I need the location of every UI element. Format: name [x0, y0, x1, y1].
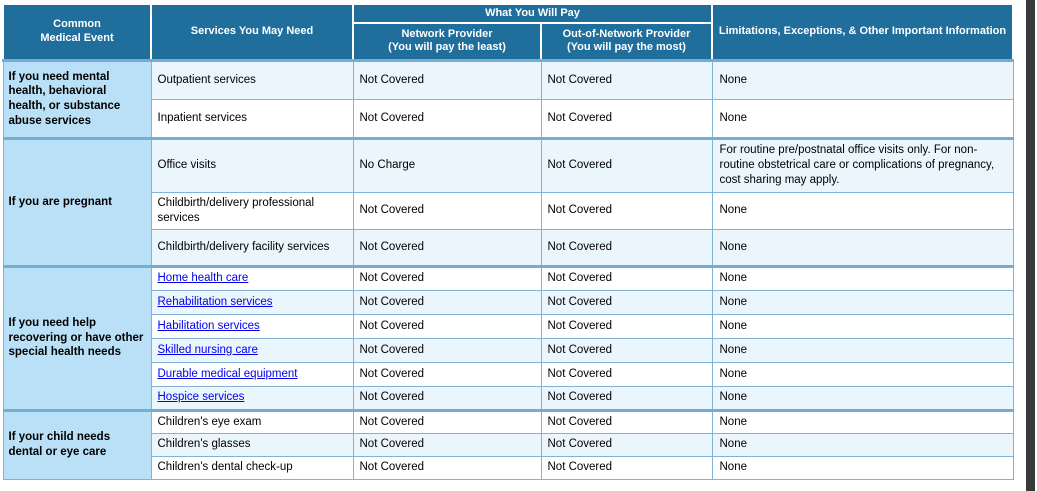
service-label: Children's glasses [150, 432, 354, 457]
out-of-network-cost: Not Covered [540, 98, 713, 139]
network-provider-cost: Not Covered [352, 361, 542, 387]
out-of-network-cost: Not Covered [540, 409, 713, 434]
medical-event-label: If your child needs dental or eye care [2, 409, 152, 480]
service-link[interactable]: Home health care [157, 272, 249, 285]
service-label: Children's eye exam [150, 409, 354, 434]
table-header: Common Medical Event Services You May Ne… [2, 3, 1014, 61]
service-link[interactable]: Habilitation services [157, 319, 260, 332]
out-of-network-cost: Not Covered [540, 455, 713, 480]
out-of-network-cost: Not Covered [540, 432, 713, 457]
table-row: Skilled nursing care Not Covered Not Cover… [3, 337, 1014, 363]
out-of-network-cost: Not Covered [540, 191, 713, 230]
limitations-text: None [711, 361, 1014, 387]
table-row: Childbirth/delivery professional service… [3, 191, 1014, 230]
table-row: Habilitation services Not Covered Not Cove… [3, 313, 1014, 339]
network-provider-cost: Not Covered [352, 98, 542, 139]
limitations-text: None [711, 385, 1014, 411]
network-provider-cost: Not Covered [352, 265, 542, 291]
limitations-text: None [711, 432, 1014, 457]
limitations-text: For routine pre/postnatal office visits … [711, 137, 1014, 193]
service-link[interactable]: Rehabilitation services [157, 295, 273, 308]
header-services-you-may-need: Services You May Need [150, 3, 354, 61]
table-row: If your child needs dental or eye care Ch… [2, 409, 1014, 480]
service-label: Outpatient services [150, 59, 354, 100]
table-row: Rehabilitation services Not Covered Not Co… [3, 289, 1014, 315]
limitations-text: None [711, 289, 1014, 315]
network-provider-cost: Not Covered [352, 455, 542, 480]
network-provider-cost: Not Covered [352, 289, 542, 315]
network-provider-cost: Not Covered [352, 191, 542, 230]
limitations-text: None [711, 59, 1014, 100]
network-provider-cost: Not Covered [352, 313, 542, 339]
benefits-table: Common Medical Event Services You May Ne… [2, 3, 1014, 480]
table-row: Childbirth/delivery facility services Not… [3, 228, 1014, 267]
service-label: Office visits [150, 137, 354, 193]
limitations-text: None [711, 191, 1014, 230]
service-cell: Skilled nursing care [150, 337, 354, 363]
network-provider-cost: Not Covered [352, 432, 542, 457]
section-child-dental-eye: If your child needs dental or eye care Ch… [2, 409, 1014, 480]
table-row: Durable medical equipment Not Covered Not … [3, 361, 1014, 387]
network-provider-cost: Not Covered [352, 337, 542, 363]
service-cell: Hospice services [150, 385, 354, 411]
out-of-network-cost: Not Covered [540, 59, 713, 100]
out-of-network-cost: Not Covered [540, 265, 713, 291]
limitations-text: None [711, 313, 1014, 339]
header-what-you-will-pay: What You Will Pay [352, 3, 713, 24]
network-provider-cost: No Charge [352, 137, 542, 193]
header-common-medical-event: Common Medical Event [2, 3, 152, 61]
table-row: Inpatient services Not Covered Not Covered… [3, 98, 1014, 139]
network-provider-cost: Not Covered [352, 59, 542, 100]
service-link[interactable]: Durable medical equipment [157, 367, 298, 380]
header-row-sub: Network Provider (You will pay the least… [3, 22, 1013, 61]
viewer-edge-bar [1026, 0, 1035, 491]
service-cell: Habilitation services [150, 313, 354, 339]
limitations-text: None [711, 337, 1014, 363]
table-row: If you need mental health, behavioral he… [2, 59, 1014, 139]
service-label: Inpatient services [150, 98, 354, 139]
limitations-text: None [711, 98, 1014, 139]
section-mental-health: If you need mental health, behavioral he… [2, 59, 1014, 139]
limitations-text: None [711, 228, 1014, 267]
service-link[interactable]: Hospice services [157, 391, 245, 404]
limitations-text: None [711, 455, 1014, 480]
service-cell: Rehabilitation services [150, 289, 354, 315]
out-of-network-cost: Not Covered [540, 137, 713, 193]
table-row: Children's dental check-up Not Covered Not… [3, 455, 1014, 480]
limitations-text: None [711, 409, 1014, 434]
header-row-group: Common Medical Event Services You May Ne… [2, 3, 1014, 61]
section-recovery: If you need help recovering or have othe… [2, 265, 1014, 411]
limitations-text: None [711, 265, 1014, 291]
out-of-network-cost: Not Covered [540, 228, 713, 267]
table-row: Children's glasses Not Covered Not Covered… [3, 432, 1014, 457]
header-limitations-exceptions: Limitations, Exceptions, & Other Importa… [711, 3, 1014, 61]
network-provider-cost: Not Covered [352, 409, 542, 434]
header-network-provider: Network Provider (You will pay the least… [352, 22, 542, 61]
out-of-network-cost: Not Covered [540, 385, 713, 411]
medical-event-label: If you are pregnant [2, 137, 152, 267]
out-of-network-cost: Not Covered [540, 313, 713, 339]
service-label: Childbirth/delivery facility services [150, 228, 354, 267]
out-of-network-cost: Not Covered [540, 289, 713, 315]
table-row: Hospice services Not Covered Not Covered No… [3, 385, 1014, 411]
service-cell: Home health care [150, 265, 354, 291]
service-label: Children's dental check-up [150, 455, 354, 480]
service-link[interactable]: Skilled nursing care [157, 343, 258, 356]
medical-event-label: If you need help recovering or have othe… [2, 265, 152, 411]
service-label: Childbirth/delivery professional service… [150, 191, 354, 230]
network-provider-cost: Not Covered [352, 385, 542, 411]
medical-event-label: If you need mental health, behavioral he… [2, 59, 152, 139]
service-cell: Durable medical equipment [150, 361, 354, 387]
table-row: If you need help recovering or have othe… [2, 265, 1014, 411]
out-of-network-cost: Not Covered [540, 361, 713, 387]
header-out-of-network-provider: Out-of-Network Provider (You will pay th… [540, 22, 713, 61]
network-provider-cost: Not Covered [352, 228, 542, 267]
table-row: If you are pregnant Office visits No Charg… [2, 137, 1014, 267]
section-pregnancy: If you are pregnant Office visits No Charg… [2, 137, 1014, 267]
out-of-network-cost: Not Covered [540, 337, 713, 363]
